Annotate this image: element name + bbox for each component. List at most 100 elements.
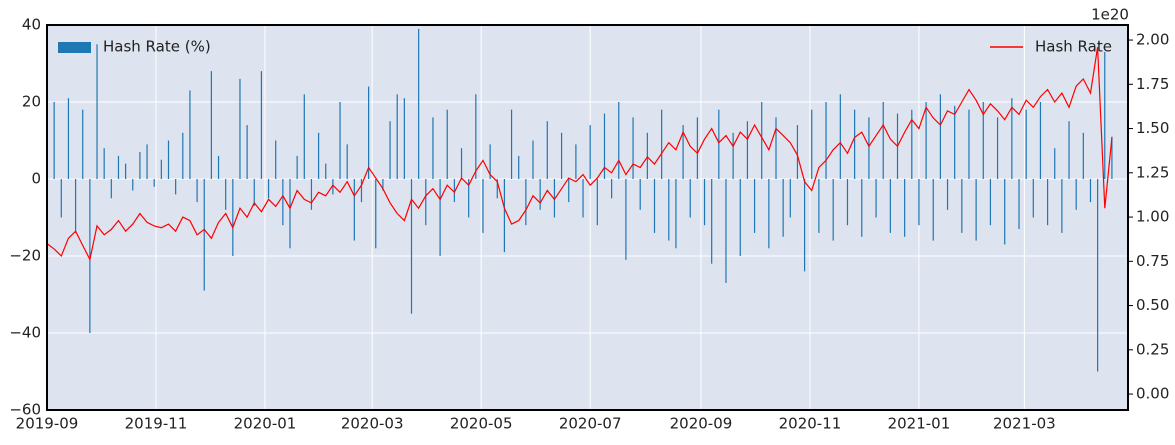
bar xyxy=(146,144,148,179)
bar xyxy=(589,125,591,179)
bar xyxy=(560,132,563,179)
bar xyxy=(217,155,220,179)
bar xyxy=(182,132,184,179)
bar xyxy=(632,117,634,179)
y2-tick-label: 0.75 xyxy=(1136,252,1169,270)
y-tick-label: 0 xyxy=(31,170,41,188)
bar xyxy=(668,179,670,241)
bar xyxy=(811,109,813,179)
bar xyxy=(846,179,849,226)
bar xyxy=(625,179,627,260)
y-tick-label: −20 xyxy=(9,247,41,265)
y2-tick-label: 2.00 xyxy=(1136,31,1169,49)
y-tick-label: 20 xyxy=(22,93,41,111)
bar xyxy=(703,179,706,226)
bar xyxy=(96,44,98,179)
bar xyxy=(489,144,491,179)
legend-label: Hash Rate xyxy=(1035,38,1112,56)
bar xyxy=(117,155,120,179)
bar xyxy=(932,179,934,241)
bar xyxy=(789,179,791,218)
bar xyxy=(160,159,162,179)
bar xyxy=(546,121,548,179)
x-tick-label: 2021-03 xyxy=(993,415,1056,433)
bar xyxy=(1061,179,1063,233)
bar xyxy=(1011,98,1013,179)
bar xyxy=(839,94,841,179)
y2-tick-label: 1.50 xyxy=(1136,119,1169,137)
bar xyxy=(954,105,956,179)
y2-tick-label: 0.50 xyxy=(1136,296,1169,314)
y-tick-label: 40 xyxy=(22,16,41,34)
bar xyxy=(310,179,313,210)
bar xyxy=(939,94,941,179)
bar xyxy=(267,179,270,199)
y-tick-label: −60 xyxy=(9,401,41,419)
bar xyxy=(389,121,391,179)
bar xyxy=(1082,132,1084,179)
bar xyxy=(861,179,863,237)
bar xyxy=(353,179,355,241)
bar xyxy=(303,94,305,179)
plot-background xyxy=(47,25,1128,410)
bar xyxy=(153,179,155,187)
bar xyxy=(510,109,513,179)
bar xyxy=(532,140,534,179)
bar xyxy=(89,179,91,333)
bar xyxy=(1111,136,1113,179)
bar xyxy=(132,179,134,191)
bar xyxy=(1004,179,1006,245)
x-tick-label: 2019-09 xyxy=(16,415,79,433)
bar xyxy=(425,179,427,226)
bar xyxy=(725,179,727,283)
bar xyxy=(403,98,405,179)
bar xyxy=(275,140,277,179)
bar xyxy=(296,155,298,179)
bar xyxy=(210,71,212,179)
bar xyxy=(603,113,606,179)
bar xyxy=(868,117,870,179)
x-tick-label: 2020-05 xyxy=(450,415,513,433)
bar xyxy=(596,179,598,226)
y2-tick-label: 1.25 xyxy=(1136,163,1169,181)
y2-tick-label: 1.00 xyxy=(1136,208,1169,226)
bar xyxy=(346,144,348,179)
bar xyxy=(746,121,749,179)
legend-swatch xyxy=(58,42,91,53)
y2-tick-label: 0.00 xyxy=(1136,385,1169,403)
bar xyxy=(653,179,656,233)
bar xyxy=(682,125,684,179)
bar xyxy=(167,140,170,179)
x-tick-label: 2020-01 xyxy=(234,415,297,433)
bar xyxy=(925,102,927,179)
bar xyxy=(53,102,55,179)
bar xyxy=(246,125,248,179)
bar xyxy=(696,117,698,179)
line xyxy=(46,47,1113,262)
bar xyxy=(289,179,291,249)
bar xyxy=(239,78,241,179)
bar xyxy=(1032,179,1034,218)
bar xyxy=(1075,179,1077,210)
bar xyxy=(253,179,255,206)
bar xyxy=(889,179,891,233)
bar xyxy=(982,102,984,179)
y2-tick-label: 0.25 xyxy=(1136,340,1169,358)
bar xyxy=(882,102,884,179)
bar xyxy=(961,179,963,233)
bar xyxy=(854,109,856,179)
bar xyxy=(432,117,434,179)
marks xyxy=(46,28,1113,372)
bar xyxy=(803,179,806,272)
bar xyxy=(410,179,413,314)
bar xyxy=(911,109,913,179)
bar xyxy=(225,179,227,210)
bar xyxy=(453,179,455,203)
bar xyxy=(818,179,820,233)
x-tick-label: 2020-09 xyxy=(670,415,733,433)
bar xyxy=(1054,148,1056,179)
bar xyxy=(553,179,556,218)
bar xyxy=(618,102,620,179)
bar xyxy=(775,117,777,179)
